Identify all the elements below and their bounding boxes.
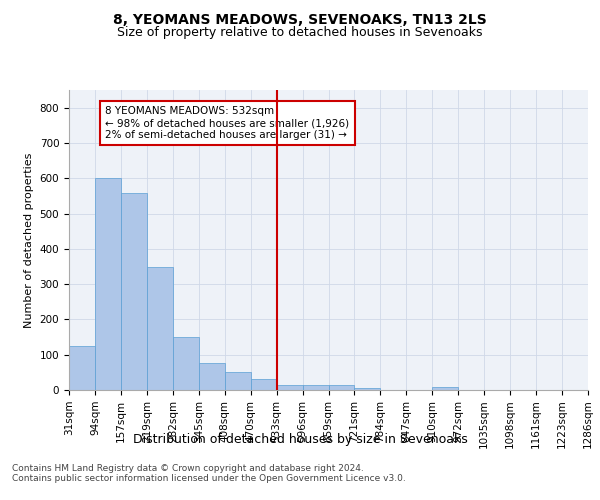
Text: 8, YEOMANS MEADOWS, SEVENOAKS, TN13 2LS: 8, YEOMANS MEADOWS, SEVENOAKS, TN13 2LS <box>113 12 487 26</box>
Bar <box>355 388 380 390</box>
Bar <box>302 386 329 390</box>
Bar <box>433 387 458 390</box>
Text: Distribution of detached houses by size in Sevenoaks: Distribution of detached houses by size … <box>133 432 467 446</box>
Y-axis label: Number of detached properties: Number of detached properties <box>24 152 34 328</box>
Bar <box>95 178 121 390</box>
Text: 8 YEOMANS MEADOWS: 532sqm
← 98% of detached houses are smaller (1,926)
2% of sem: 8 YEOMANS MEADOWS: 532sqm ← 98% of detac… <box>106 106 349 140</box>
Bar <box>199 363 224 390</box>
Bar <box>69 346 95 390</box>
Bar <box>173 337 199 390</box>
Bar <box>251 379 277 390</box>
Bar <box>277 384 302 390</box>
Bar <box>147 267 173 390</box>
Bar <box>121 193 147 390</box>
Bar <box>329 386 355 390</box>
Text: Contains HM Land Registry data © Crown copyright and database right 2024.
Contai: Contains HM Land Registry data © Crown c… <box>12 464 406 483</box>
Text: Size of property relative to detached houses in Sevenoaks: Size of property relative to detached ho… <box>117 26 483 39</box>
Bar <box>225 372 251 390</box>
